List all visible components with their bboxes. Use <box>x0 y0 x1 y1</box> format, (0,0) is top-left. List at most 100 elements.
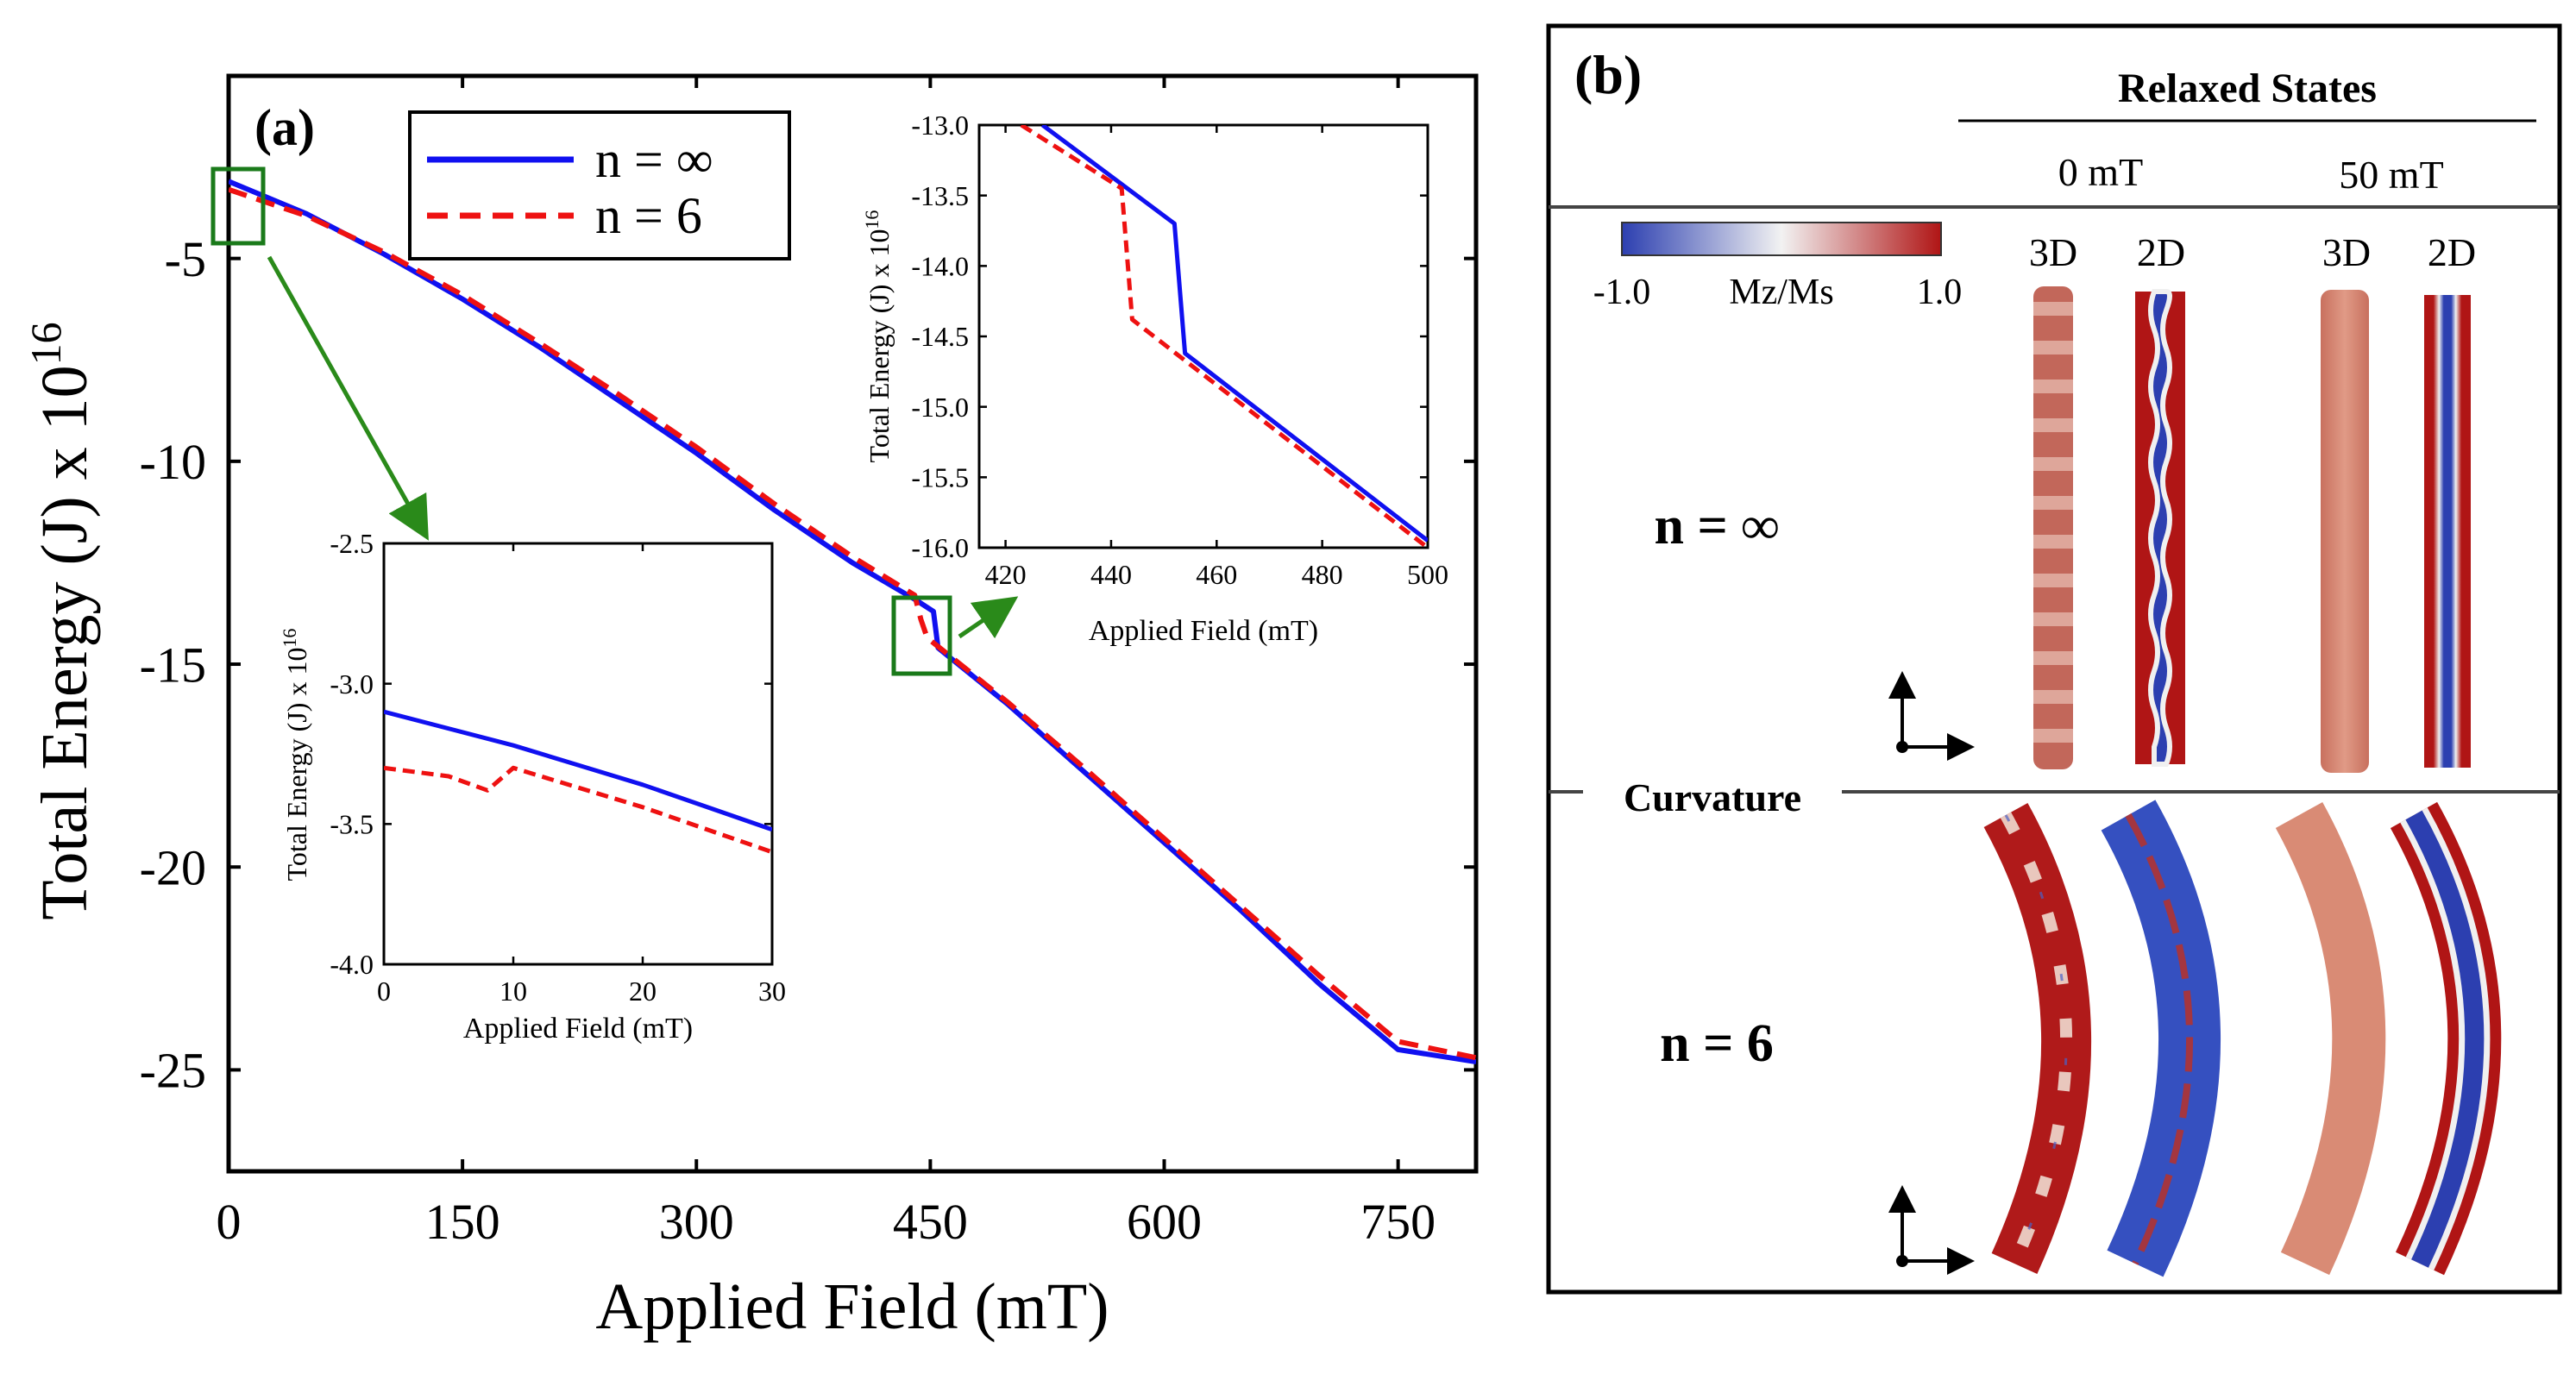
main-x-tick-label-1: 150 <box>425 1194 500 1250</box>
inset-low-frame <box>382 542 774 966</box>
main-axis-ticks: 0 150 300 450 600 750-5-10-15-20-25 <box>140 76 1476 1250</box>
tube-3d-50mT-straight <box>2321 290 2369 773</box>
row-label-n-6: n = 6 <box>1660 1014 1774 1073</box>
tube-stripe <box>2033 496 2073 510</box>
tube-2d-50mT-curved <box>2390 801 2502 1276</box>
zoom-box-low <box>210 166 266 246</box>
inset_high-series-ninf-line <box>1040 125 1428 543</box>
tube-3d-0mT-straight <box>2033 286 2073 769</box>
main-series-n6-line <box>229 186 1476 1061</box>
tube-2d-0mT-curved <box>2101 800 2221 1277</box>
inset_low-x-tick-label-0: 0 <box>377 976 391 1007</box>
zoom-arrow-low <box>267 255 429 541</box>
inset_high-y-tick-label-3: -14.5 <box>911 321 969 352</box>
inset_high-x-tick-label-0: 420 <box>985 559 1027 590</box>
inset-low-ticks: 0 10 20 30 -2.5 -3.0 -3.5 -4.0 <box>330 528 786 1007</box>
tube-stripe <box>2033 651 2073 665</box>
tube-stripe <box>2033 457 2073 471</box>
main-y-tick-label-2: -15 <box>140 637 206 693</box>
main-plot-frame <box>226 73 1479 1174</box>
tube-stripe <box>2033 302 2073 316</box>
inset_high-x-tick-label-4: 500 <box>1407 559 1448 590</box>
inset-low-field: 0 10 20 30 -2.5 -3.0 -3.5 -4.0 Applied Field (m… <box>279 528 786 1045</box>
main-x-tick-label-2: 300 <box>659 1194 734 1250</box>
panel-b: (b) Relaxed States 0 mT 50 mT -1.0 Mz/Ms… <box>1546 23 2562 1295</box>
main-x-tick-label-5: 750 <box>1360 1194 1436 1250</box>
tube-stripe <box>2033 574 2073 587</box>
inset_high-y-tick-label-0: -13.0 <box>911 110 969 141</box>
axis-glyph-straight <box>1888 671 1975 761</box>
tube-stripe <box>2033 535 2073 549</box>
inset-high-series-group <box>1020 125 1428 548</box>
inset_low-series-n6-line <box>384 765 772 855</box>
inset-low-y-axis-label: Total Energy (J) x 1016 <box>279 629 312 881</box>
inset_low-y-tick-label-2: -3.5 <box>330 809 374 840</box>
legend-box <box>408 110 791 260</box>
field-0-label: 0 mT <box>2058 150 2143 194</box>
inset_high-y-tick-label-6: -16.0 <box>911 532 969 563</box>
inset-high-field: 420 440 460 480 500 -13.0 -13.5 -14.0 -14.5 -15.0… <box>861 110 1448 647</box>
inset_high-y-tick-label-5: -15.5 <box>911 462 969 493</box>
view-label-2d-50mT: 2D <box>2428 230 2476 274</box>
relaxed-states-title: Relaxed States <box>2118 66 2377 111</box>
zoom-arrow-high <box>958 596 1019 639</box>
main-x-tick-label-3: 450 <box>893 1194 968 1250</box>
main-y-axis-label: Total Energy (J) x 1016 <box>22 322 101 919</box>
colorbar-title: Mz/Ms <box>1729 273 1833 312</box>
tube-3d-0mT-curved <box>1983 803 2091 1274</box>
inset_low-series-ninf-line <box>384 709 772 832</box>
tube-2d-50mT-straight <box>2424 295 2471 768</box>
main-x-tick-label-4: 600 <box>1127 1194 1202 1250</box>
axis-glyph-curved <box>1888 1185 1975 1275</box>
tube-stripe <box>2033 418 2073 432</box>
inset-high-y-axis-label: Total Energy (J) x 1016 <box>861 210 895 463</box>
inset_low-y-tick-label-0: -2.5 <box>330 528 374 559</box>
inset-high-x-axis-label: Applied Field (mT) <box>1089 615 1318 647</box>
inset_low-y-tick-label-1: -3.0 <box>330 668 374 700</box>
inset_high-y-tick-label-2: -14.0 <box>911 251 969 282</box>
inset-low-series-group <box>384 709 772 855</box>
tube-3d-50mT-curved <box>2275 802 2386 1276</box>
main-y-tick-label-3: -20 <box>140 840 206 896</box>
tube-stripe <box>2033 341 2073 354</box>
tube-stripe <box>2033 612 2073 626</box>
row-label-n-inf: n = ∞ <box>1654 497 1779 555</box>
main-x-tick-label-0: 0 <box>217 1194 242 1250</box>
zoom-box-high <box>891 595 952 676</box>
inset_high-x-tick-label-2: 460 <box>1196 559 1237 590</box>
main-y-tick-label-0: -5 <box>165 231 206 287</box>
inset_low-x-tick-label-1: 10 <box>499 976 527 1007</box>
inset_high-y-tick-label-4: -15.0 <box>911 392 969 423</box>
inset_low-x-tick-label-3: 30 <box>758 976 786 1007</box>
view-label-3d-0mT: 3D <box>2029 230 2077 274</box>
inset_high-x-tick-label-1: 440 <box>1090 559 1132 590</box>
view-label-3d-50mT: 3D <box>2322 230 2371 274</box>
inset_high-y-tick-label-1: -13.5 <box>911 180 969 211</box>
main-y-tick-label-1: -10 <box>140 434 206 490</box>
tube-2d-0mT-straight <box>2135 289 2185 767</box>
inset_low-y-tick-label-3: -4.0 <box>330 949 374 980</box>
view-label-2d-0mT: 2D <box>2137 230 2185 274</box>
inset-high-ticks: 420 440 460 480 500 -13.0 -13.5 -14.0 -14.5 -15.0… <box>911 110 1448 590</box>
main-y-tick-label-4: -25 <box>140 1043 206 1099</box>
field-50-label: 50 mT <box>2339 153 2443 197</box>
inset_high-x-tick-label-3: 480 <box>1302 559 1343 590</box>
panel-b-frame <box>1546 23 2562 1295</box>
colorbar <box>1621 222 1942 256</box>
legend: n = ∞ n = 6 <box>408 110 791 260</box>
colorbar-min-label: -1.0 <box>1593 273 1651 312</box>
panel-a: 0 150 300 450 600 750-5-10-15-20-25 (a) n = ∞… <box>22 73 1479 1343</box>
inset-low-x-axis-label: Applied Field (mT) <box>463 1013 693 1045</box>
inset_low-x-tick-label-2: 20 <box>629 976 657 1007</box>
colorbar-max-label: 1.0 <box>1917 273 1963 312</box>
main-x-axis-label: Applied Field (mT) <box>595 1270 1109 1343</box>
tube-stripe <box>2033 690 2073 704</box>
curvature-label: Curvature <box>1624 775 1801 819</box>
legend-label-inf: n = ∞ <box>595 131 713 188</box>
tube-stripe <box>2033 380 2073 393</box>
inset_high-series-n6-line <box>1020 125 1428 548</box>
inset-high-frame <box>977 123 1429 549</box>
panel-a-label: (a) <box>254 99 315 156</box>
legend-label-6: n = 6 <box>595 187 702 244</box>
